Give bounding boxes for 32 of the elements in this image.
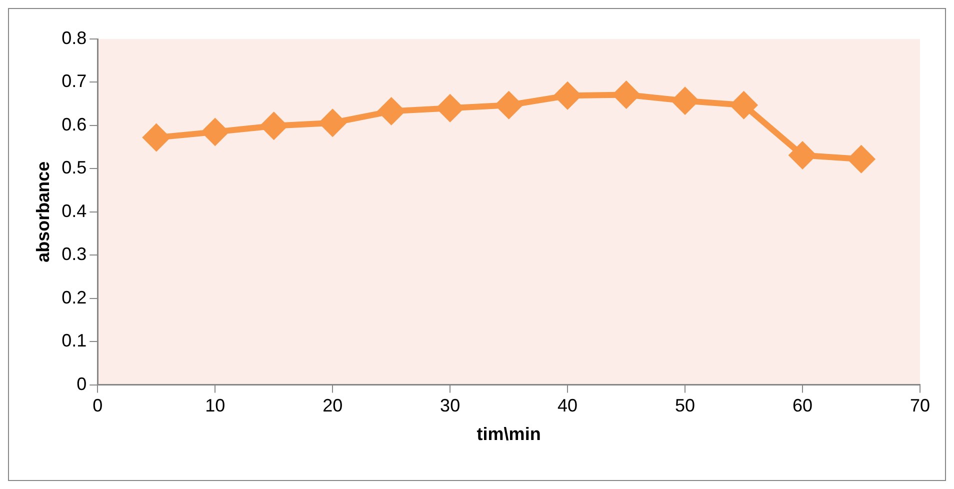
x-tick-label: 20 [322,396,343,416]
y-axis-title: absorbance [32,161,53,262]
point [554,82,581,109]
x-tick-label: 0 [92,396,103,416]
point [790,142,816,168]
point [730,92,757,118]
x-tick-label: 10 [205,396,226,416]
x-axis-title: tim\min [476,424,541,444]
point [496,92,522,118]
y-tick-label: 0.8 [62,28,87,48]
point [260,112,287,139]
x-tick-label: 60 [792,396,813,416]
y-tick-label: 0 [76,374,87,394]
point [202,118,228,145]
point [848,146,874,172]
x-tick-label: 50 [675,396,696,416]
point [672,88,698,114]
y-tick-label: 0.6 [62,114,87,134]
y-tick-label: 0.2 [62,287,87,308]
point [378,98,404,124]
x-tick-label: 30 [440,396,460,416]
y-tick-label: 0.3 [62,244,87,264]
x-tick-label: 40 [558,396,578,416]
y-tick-label: 0.7 [62,71,87,92]
point [613,82,640,108]
point [320,110,346,136]
y-tick-label: 0.1 [62,330,87,351]
x-tick-label: 70 [910,396,930,416]
y-tick-label: 0.5 [62,158,87,178]
y-tick-label: 0.4 [62,200,87,221]
point [437,95,464,122]
point [143,124,170,151]
